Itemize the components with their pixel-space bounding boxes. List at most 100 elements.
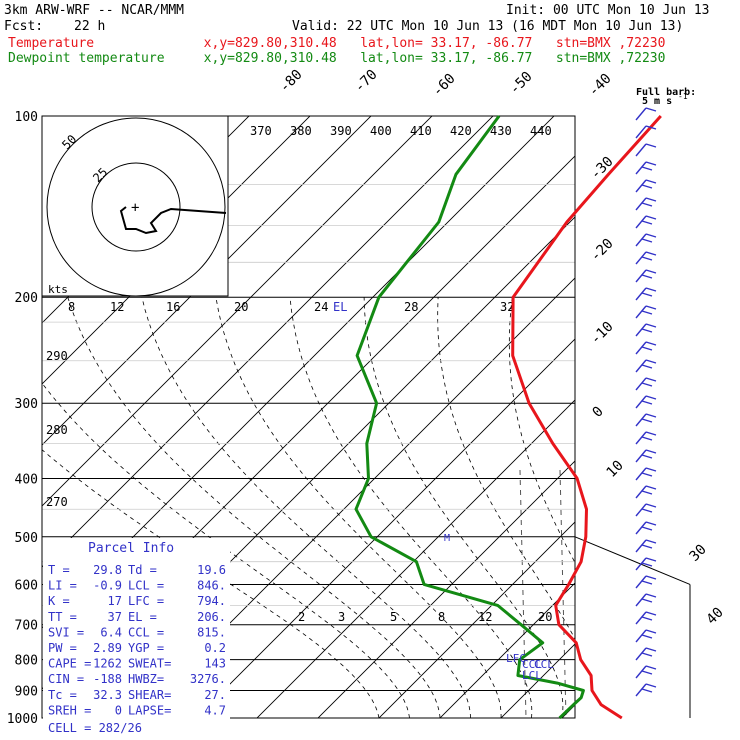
wind-barb [635,629,647,643]
hodograph-ring [91,162,181,252]
hodograph-scale-label: 16 [166,300,180,314]
parcel-row-label: CCL = [128,625,164,639]
parcel-row-label: K = [48,594,70,608]
temperature-curve [511,114,662,720]
barb-legend-value: 5 m s [642,96,672,107]
isotherm-label: 30 [687,542,710,565]
wind-barb-feather [641,184,653,189]
parcel-row-label: LFC = [128,594,164,608]
isotherm [42,116,433,507]
wind-barb [635,449,647,463]
isotherm [378,521,575,718]
wind-barb [635,539,647,553]
parcel-row-value: 3276. [190,672,226,686]
wind-barb-feather [641,292,653,297]
wind-barb [635,305,647,319]
wind-barb [635,215,647,229]
parcel-row-value: 29.8 [93,563,122,577]
parcel-row-label: HWBZ= [128,672,164,686]
theta-label: 430 [490,124,512,138]
wind-barb-feather [641,598,653,603]
wind-barb-feather [641,490,653,495]
parcel-row-label: SHEAR= [128,688,171,702]
wind-barb [635,233,647,247]
hodograph-scale-label: 12 [110,300,124,314]
wind-barb-feather [641,436,653,441]
hodograph-ring [46,117,226,297]
isotherm [42,116,311,385]
forecast-label: Fcst: [4,19,44,34]
pressure-label: 600 [15,578,38,593]
wind-barb-feather [641,346,653,351]
forecast-hours: 22 h [74,19,106,34]
wind-barb-feather [641,670,653,675]
wind-barb-feather [645,341,657,346]
wind-barb-feather [645,179,657,184]
wind-barb-feather [641,526,653,531]
isotherm [659,58,740,740]
wind-barb-feather [645,143,657,148]
wind-barb [635,431,647,445]
wind-barb-feather [645,323,657,328]
parcel-row-label: T = [48,563,70,577]
mixing-ratio-label: 5 [390,610,397,624]
wind-barb [635,503,647,517]
isotherm-label: -40 [586,71,615,100]
parcel-row-label: CIN = [48,672,84,686]
parcel-row-label: PW = [48,641,77,655]
isotherm-label: 40 [704,605,727,628]
wind-barb-feather [641,508,653,513]
wind-barb-feather [645,521,657,526]
valid-time: Valid: 22 UTC Mon 10 Jun 13 (16 MDT Mon … [292,19,684,34]
wind-barb [635,593,647,607]
wind-barb-feather [645,233,657,238]
wind-barb-feather [645,611,657,616]
hodograph-scale-label: 20 [234,300,248,314]
wind-barb-feather [645,395,657,400]
moist-adiabat [141,297,471,718]
wind-barb-feather [641,472,653,477]
parcel-row-value: 2.89 [93,641,122,655]
wind-barb [635,323,647,337]
pressure-label: 800 [15,654,38,669]
theta-side-label: 270 [46,495,68,509]
plot-border [41,115,576,719]
parcel-row-value: 143 [204,657,226,671]
wind-barb [635,611,647,625]
parcel-row-label: TT = [48,610,77,624]
wind-barb-feather [645,197,657,202]
wind-barb [635,485,647,499]
ccl-marker-2: CCL [534,658,554,671]
wind-barb [635,287,647,301]
wind-barb-feather [645,107,657,112]
isotherm [42,116,372,446]
wind-barb [635,269,647,283]
theta-label: 390 [330,124,352,138]
parcel-row-label: Tc = [48,688,77,702]
theta-label: 400 [370,124,392,138]
isotherm-label: -70 [352,67,381,96]
wind-barb-feather [645,305,657,310]
isotherm [256,399,575,718]
wind-barb [635,647,647,661]
wind-barb-feather [645,683,657,688]
wind-barb-feather [645,215,657,220]
wind-barb [635,521,647,535]
wind-barb-feather [645,503,657,508]
parcel-info-panel: Parcel Info T = 29.8 Td = 19.6 LI = -0.9 LCL = 8… [43,538,230,735]
dewpoint-legend: Dewpoint temperature x,y=829.80,310.48 l… [8,51,666,66]
theta-side-label: 290 [46,349,68,363]
wind-barb-feather [641,364,653,369]
mixing-ratio-label: 12 [478,610,492,624]
wind-barb-feather [645,269,657,274]
init-time: Init: 00 UTC Mon 10 Jun 13 [506,3,710,18]
pressure-label: 700 [15,619,38,634]
wind-barb-feather [645,575,657,580]
mixing-ratio-label: 8 [438,610,445,624]
wind-barb-feather [641,580,653,585]
wind-barb-feather [641,400,653,405]
wind-barb-feather [645,431,657,436]
parcel-row-value: 815. [197,625,226,639]
theta-label: 410 [410,124,432,138]
moist-adiabat [67,297,441,718]
